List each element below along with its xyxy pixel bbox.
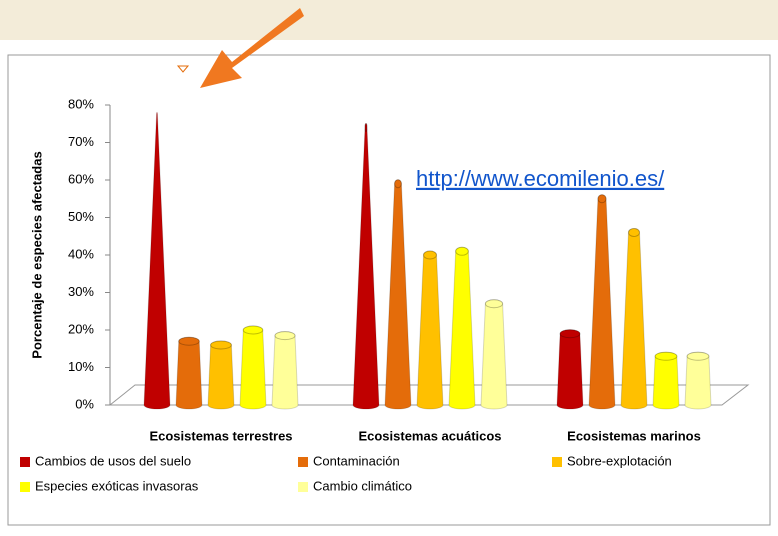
- bar-cap: [559, 329, 581, 339]
- bar-cap: [597, 194, 607, 204]
- bar-cap: [210, 340, 232, 350]
- bar-cap: [242, 325, 264, 335]
- bar: [684, 351, 712, 410]
- bar: [239, 325, 267, 410]
- y-tick-label: 30%: [68, 284, 94, 299]
- bar-cap: [686, 351, 710, 361]
- y-tick-label: 70%: [68, 134, 94, 149]
- bar-cap: [654, 351, 678, 361]
- bar: [207, 340, 235, 410]
- link[interactable]: http://www.ecomilenio.es/: [416, 166, 665, 191]
- legend-label: Cambio climático: [313, 478, 412, 493]
- y-tick-label: 50%: [68, 209, 94, 224]
- bar: [143, 111, 171, 410]
- bar: [556, 329, 584, 410]
- bar-cap: [455, 246, 469, 256]
- legend-swatch: [20, 457, 30, 467]
- chart-frame: [7, 54, 771, 526]
- y-tick-label: 60%: [68, 171, 94, 186]
- bar-cap: [364, 123, 368, 132]
- y-tick-label: 0%: [75, 396, 94, 411]
- y-tick-label: 80%: [68, 96, 94, 111]
- bar-cap: [423, 250, 437, 260]
- legend-label: Contaminación: [313, 453, 400, 468]
- bar: [652, 351, 680, 410]
- y-tick-label: 40%: [68, 246, 94, 261]
- bar-cap: [178, 336, 200, 346]
- bar-cap: [274, 331, 296, 341]
- legend-swatch: [552, 457, 562, 467]
- bar-cap: [627, 228, 641, 237]
- legend-label: Cambios de usos del suelo: [35, 453, 191, 468]
- bar: [175, 336, 203, 410]
- x-tick-label: Ecosistemas acuáticos: [358, 428, 501, 443]
- legend-swatch: [298, 482, 308, 492]
- x-tick-label: Ecosistemas marinos: [567, 428, 701, 443]
- legend-label: Sobre-explotación: [567, 453, 672, 468]
- header-band: [0, 0, 778, 40]
- legend-label: Especies exóticas invasoras: [35, 478, 199, 493]
- marker: [176, 65, 190, 73]
- legend-swatch: [298, 457, 308, 467]
- y-tick-label: 20%: [68, 321, 94, 336]
- bar: [271, 331, 299, 410]
- bar-cap: [484, 299, 504, 309]
- x-tick-label: Ecosistemas terrestres: [149, 428, 292, 443]
- y-axis-label: Porcentaje de especies afectadas: [29, 151, 44, 358]
- bar-cap: [394, 179, 402, 189]
- bar: [480, 299, 508, 410]
- arrow: [200, 8, 304, 88]
- legend-swatch: [20, 482, 30, 492]
- y-tick-label: 10%: [68, 359, 94, 374]
